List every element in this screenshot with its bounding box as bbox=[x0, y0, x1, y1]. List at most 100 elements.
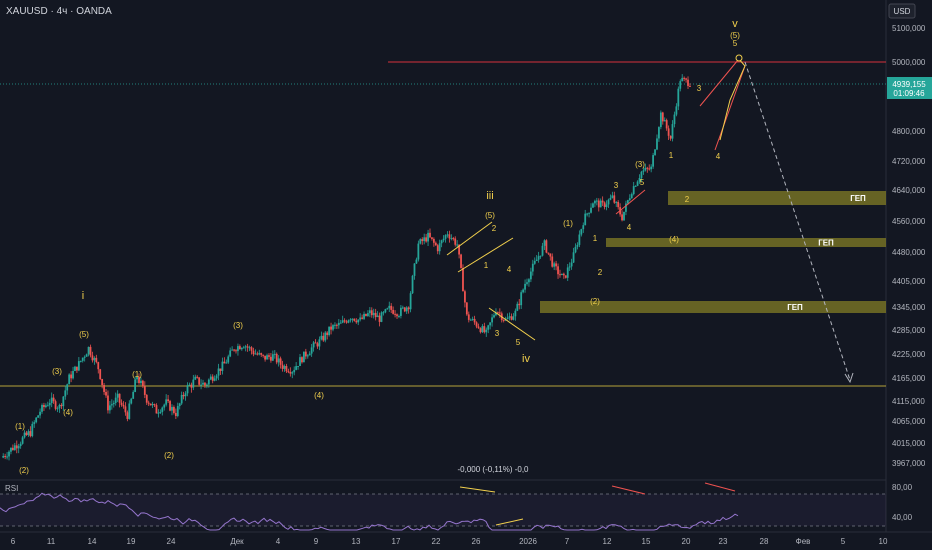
candle-body bbox=[553, 263, 556, 267]
candle-body bbox=[652, 155, 654, 167]
candle-body bbox=[132, 391, 135, 399]
candle-body bbox=[95, 357, 98, 363]
candle-body bbox=[405, 307, 408, 312]
candle-body bbox=[273, 353, 276, 355]
candle-body bbox=[551, 256, 554, 267]
time-tick: 13 bbox=[352, 537, 361, 546]
candle-body bbox=[299, 357, 301, 367]
candle-body bbox=[498, 312, 501, 314]
candle-body bbox=[679, 81, 682, 89]
time-tick: 19 bbox=[127, 537, 136, 546]
candle-body bbox=[29, 431, 32, 437]
candle-body bbox=[198, 377, 201, 385]
rsi-label: RSI bbox=[5, 484, 18, 493]
price-tick: 4560,000 bbox=[892, 217, 926, 226]
price-ticks: 5100,000 5000,000 4800,000 4720,000 4640,000… bbox=[892, 24, 926, 468]
candle-body bbox=[306, 355, 309, 357]
currency-button[interactable] bbox=[888, 3, 916, 19]
candle-body bbox=[429, 232, 431, 238]
candle-body bbox=[270, 356, 272, 361]
time-tick: 12 bbox=[603, 537, 612, 546]
candle-body bbox=[206, 384, 208, 386]
candle-body bbox=[287, 371, 290, 373]
candle-body bbox=[543, 240, 546, 246]
candle-body bbox=[4, 456, 7, 458]
rsi-divergence-4 bbox=[704, 482, 736, 492]
candle-body bbox=[202, 382, 204, 385]
candle-body bbox=[171, 407, 173, 411]
candle-body bbox=[341, 320, 344, 323]
candle-body bbox=[654, 149, 656, 156]
candle-body bbox=[41, 404, 43, 412]
candle-body bbox=[169, 401, 171, 411]
wave-label-v: v bbox=[732, 18, 738, 30]
candle-body bbox=[233, 349, 235, 351]
candle-body bbox=[215, 375, 218, 379]
wave-label-2-c: 2 bbox=[598, 268, 603, 277]
candle-body bbox=[586, 213, 589, 215]
candle-body bbox=[630, 194, 633, 199]
candle-body bbox=[401, 307, 404, 309]
time-tick: 24 bbox=[167, 537, 176, 546]
candle-body bbox=[207, 379, 210, 385]
candle-body bbox=[547, 252, 550, 254]
candle-body bbox=[43, 404, 45, 408]
channel-line-iv bbox=[488, 307, 536, 341]
candle-body bbox=[345, 321, 348, 323]
candle-body bbox=[122, 404, 125, 407]
candle-body bbox=[91, 355, 94, 361]
candle-body bbox=[13, 445, 16, 451]
candle-body bbox=[434, 242, 437, 246]
candle-body bbox=[153, 404, 156, 406]
candle-body bbox=[687, 79, 689, 86]
gap-label: ГЕП bbox=[850, 194, 866, 203]
candle-body bbox=[149, 403, 152, 406]
candle-body bbox=[667, 128, 670, 136]
wave-label-p1-c: (1) bbox=[563, 219, 573, 228]
candle-body bbox=[417, 243, 420, 260]
candle-body bbox=[557, 266, 559, 275]
candle-body bbox=[576, 244, 579, 247]
candle-body bbox=[361, 317, 363, 319]
candle-body bbox=[681, 77, 684, 82]
wave-label-1-v: 1 bbox=[669, 151, 674, 160]
candle-body bbox=[400, 307, 402, 316]
candle-body bbox=[196, 376, 199, 378]
candle-body bbox=[120, 402, 123, 405]
current-price-tag bbox=[887, 77, 932, 99]
candle-body bbox=[19, 443, 22, 447]
candle-body bbox=[262, 354, 265, 356]
channel-line-v-bottom bbox=[714, 65, 746, 151]
candle-body bbox=[134, 379, 137, 392]
candle-body bbox=[493, 315, 495, 318]
candle-body bbox=[512, 316, 515, 320]
candle-body bbox=[367, 313, 369, 316]
candle-body bbox=[316, 343, 319, 347]
candle-body bbox=[522, 289, 525, 293]
price-tick: 4800,000 bbox=[892, 127, 926, 136]
wave-label-iii: iii bbox=[486, 190, 493, 202]
wave-label-1-iii: 1 bbox=[484, 261, 489, 270]
candle-body bbox=[2, 456, 5, 458]
time-tick: 23 bbox=[719, 537, 728, 546]
candle-body bbox=[295, 366, 298, 370]
candle-body bbox=[683, 77, 686, 79]
candle-body bbox=[260, 353, 263, 355]
candle-body bbox=[128, 403, 131, 419]
candle-body bbox=[396, 314, 398, 317]
candle-body bbox=[258, 353, 261, 355]
candle-body bbox=[650, 166, 653, 170]
candle-body bbox=[167, 399, 169, 402]
candle-body bbox=[363, 313, 365, 319]
time-tick: 28 bbox=[760, 537, 769, 546]
candle-body bbox=[238, 346, 241, 350]
candle-body bbox=[640, 171, 643, 178]
price-tick: 5100,000 bbox=[892, 24, 926, 33]
candle-body bbox=[332, 325, 334, 330]
candle-body bbox=[15, 445, 18, 449]
candle-body bbox=[229, 350, 232, 357]
candle-body bbox=[444, 235, 447, 239]
candle-body bbox=[163, 404, 166, 408]
